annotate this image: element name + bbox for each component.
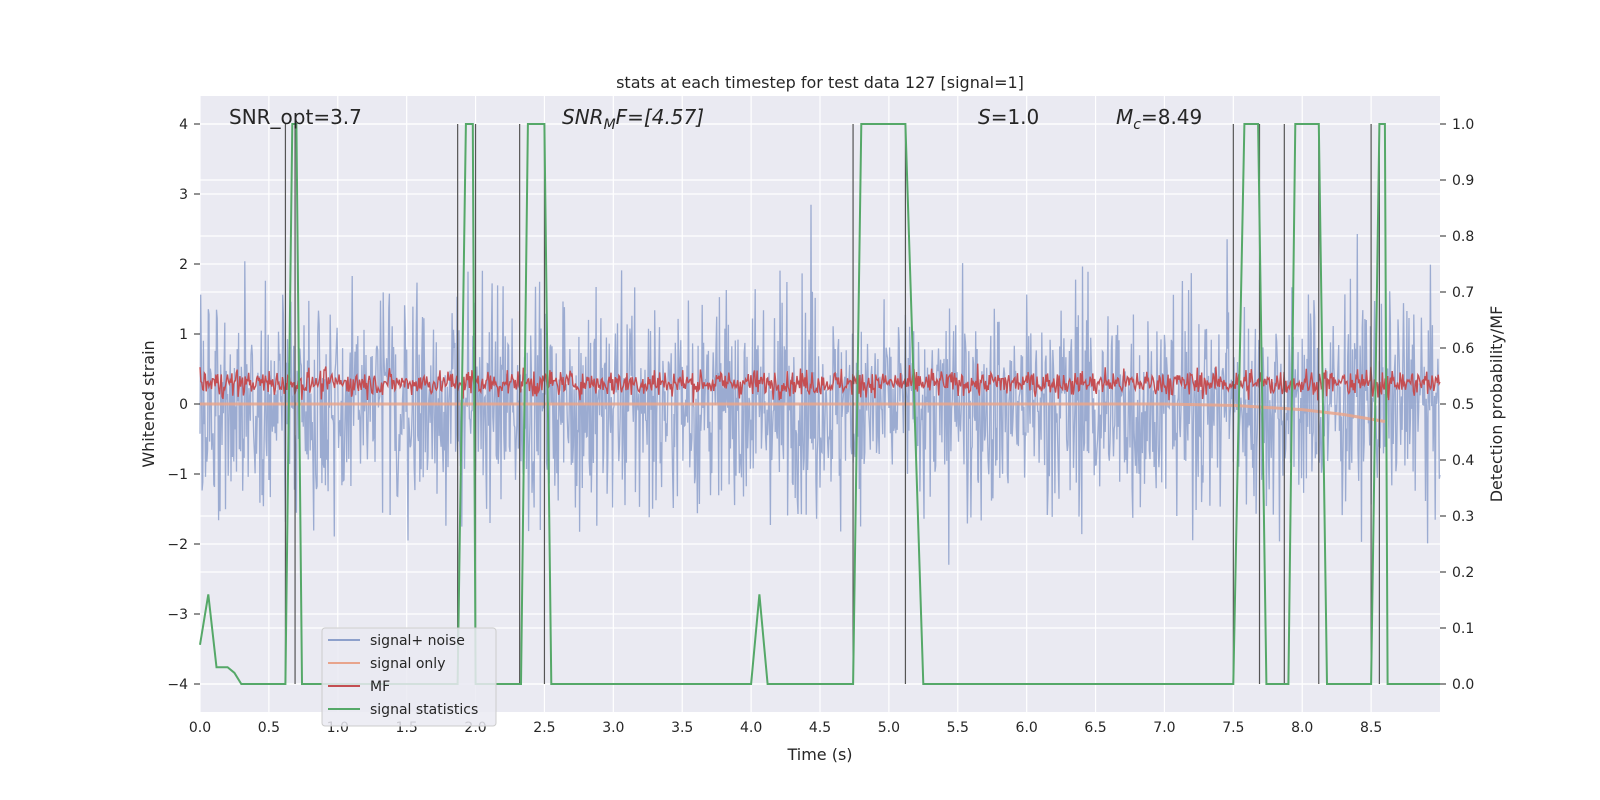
x-axis-label: Time (s): [786, 745, 852, 764]
x-tick-label-10: 5.0: [878, 720, 900, 736]
y2-tick-label-9: 0.9: [1452, 173, 1474, 189]
y2-tick-label-3: 0.3: [1452, 509, 1474, 525]
event-vlines: [284, 124, 1380, 684]
signal-only-series: [200, 402, 1386, 423]
x-tick-label-14: 7.0: [1153, 720, 1175, 736]
x-tick-label-0: 0.0: [189, 720, 211, 736]
y-tick-label-7: 3: [179, 187, 188, 203]
x-tick-label-6: 3.0: [602, 720, 624, 736]
annotation-snr-mf-rest: F=[4.57]: [616, 105, 704, 129]
annotation-snr-opt: SNR_opt=3.7: [229, 105, 362, 129]
x-tick-label-11: 5.5: [947, 720, 969, 736]
annotation-mc-main: M: [1116, 105, 1133, 129]
y2-tick-label-4: 0.4: [1452, 453, 1474, 469]
signal-statistics-series: [199, 123, 1440, 685]
x-tick-label-8: 4.0: [740, 720, 762, 736]
annotation-snr-mf: SNRMF=[4.57]: [562, 105, 704, 133]
y-tick-label-6: 2: [179, 257, 188, 273]
x-tick-label-5: 2.5: [533, 720, 555, 736]
legend-label-mf: MF: [370, 679, 390, 695]
y2-tick-label-10: 1.0: [1452, 117, 1474, 133]
annotation-mc: Mc=8.49: [1116, 105, 1202, 133]
x-tick-label-13: 6.5: [1084, 720, 1106, 736]
x-tick-label-16: 8.0: [1291, 720, 1313, 736]
legend-box: [321, 627, 497, 727]
legend-label-signal-statistics: signal statistics: [370, 702, 478, 718]
x-tick-label-7: 3.5: [671, 720, 693, 736]
y2-tick-label-5: 0.5: [1452, 397, 1474, 413]
y-tick-label-8: 4: [179, 117, 188, 133]
x-tick-label-1: 0.5: [258, 720, 280, 736]
ticks: 0.0 0.5 1.0 1.5 2.0 2.5 3.0 3.5 4.0 4.5 5.0 5.5 6.0 6…: [167, 117, 1474, 736]
y2-axis-label: Detection probability/MF: [1487, 306, 1506, 503]
x-tick-label-17: 8.5: [1360, 720, 1382, 736]
signal-only-line: [200, 402, 1386, 423]
y-tick-label-4: 0: [179, 397, 188, 413]
y-axis-label: Whitened strain: [139, 340, 158, 467]
y-tick-label-0: −4: [167, 677, 188, 693]
annotation-snr-mf-main: SNR: [562, 105, 604, 129]
y2-tick-label-1: 0.1: [1452, 621, 1474, 637]
y2-tick-label-7: 0.7: [1452, 285, 1474, 301]
annotation-s: S=1.0: [978, 105, 1039, 129]
y2-tick-label-8: 0.8: [1452, 229, 1474, 245]
x-tick-label-9: 4.5: [809, 720, 831, 736]
y2-tick-label-0: 0.0: [1452, 677, 1474, 693]
annotation-mc-sub: c: [1133, 117, 1141, 133]
chart-title: stats at each timestep for test data 127…: [616, 73, 1024, 92]
x-tick-label-15: 7.5: [1222, 720, 1244, 736]
y2-tick-label-2: 0.2: [1452, 565, 1474, 581]
y2-tick-label-6: 0.6: [1452, 341, 1474, 357]
legend-label-signal-only: signal only: [370, 656, 445, 672]
y-tick-label-2: −2: [167, 537, 188, 553]
annotation-s-rest: =1.0: [991, 105, 1040, 129]
y-tick-label-1: −3: [167, 607, 188, 623]
y-tick-label-5: 1: [179, 327, 188, 343]
y-tick-label-3: −1: [167, 467, 188, 483]
legend: signal+ noise signal only MF signal stat…: [321, 627, 497, 727]
annotation-snr-mf-sub: M: [604, 117, 616, 133]
legend-label-signal-noise: signal+ noise: [370, 633, 465, 649]
signal-statistics-line: [199, 123, 1440, 685]
annotation-s-main: S: [978, 105, 991, 129]
annotation-mc-rest: =8.49: [1141, 105, 1202, 129]
x-tick-label-12: 6.0: [1016, 720, 1038, 736]
